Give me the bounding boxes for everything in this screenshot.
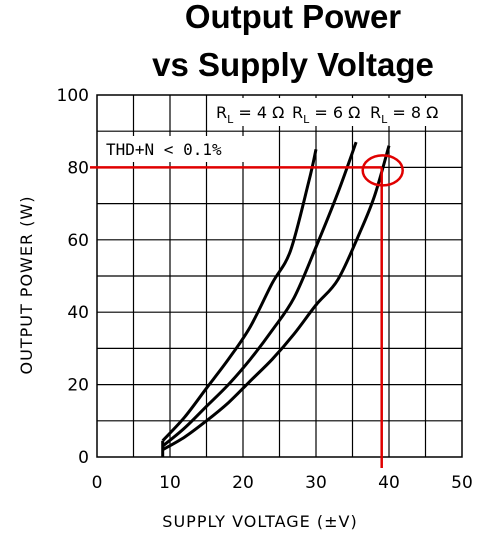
y-tick-label: 100: [57, 86, 89, 106]
series-line-1: [161, 148, 318, 442]
series-line-2: [161, 141, 358, 448]
chart-title-line-2: vs Supply Voltage: [152, 46, 434, 83]
series-line-3: [161, 145, 391, 452]
y-tick-label: 20: [67, 376, 89, 396]
x-tick-label: 10: [159, 473, 181, 493]
x-tick-label: 30: [305, 473, 327, 493]
legend: RL = 4 Ω RL = 6 Ω RL = 8 Ω: [216, 103, 438, 126]
x-axis-title: SUPPLY VOLTAGE (±V): [162, 512, 357, 531]
highlight-markers: [90, 154, 404, 468]
y-tick-label: 40: [67, 303, 89, 323]
chart-title-line-1: Output Power: [185, 0, 401, 35]
x-tick-label: 20: [232, 473, 254, 493]
x-tick-label: 40: [378, 473, 400, 493]
y-tick-label: 60: [67, 231, 89, 251]
plot-frame: [96, 94, 463, 458]
highlight-circle: [361, 154, 404, 187]
thd-annotation: THD+N < 0.1%: [106, 140, 222, 159]
legend-label: RL = 6 Ω: [292, 103, 360, 126]
x-tick-label: 0: [92, 473, 103, 493]
legend-background: [210, 98, 436, 126]
curves: [161, 141, 391, 457]
y-tick-label: 80: [67, 158, 89, 178]
tick-labels: 0 10 20 30 40 50 0 20 40 60 80 100: [57, 86, 473, 493]
legend-label: RL = 4 Ω: [216, 103, 284, 126]
y-tick-label: 0: [78, 448, 89, 468]
x-tick-label: 50: [451, 473, 473, 493]
annotation-background: [102, 136, 252, 162]
y-axis-title: OUTPUT POWER (W): [17, 196, 36, 375]
legend-label: RL = 8 Ω: [370, 103, 438, 126]
